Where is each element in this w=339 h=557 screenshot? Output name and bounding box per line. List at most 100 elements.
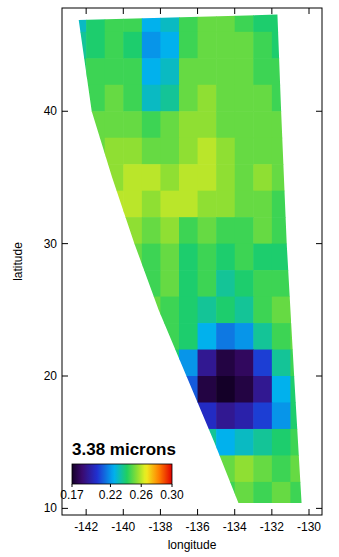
cell — [198, 429, 217, 456]
cell — [160, 191, 179, 218]
cell — [86, 85, 105, 112]
x-tick — [123, 509, 124, 515]
colorbar-tick-label: 0.26 — [130, 488, 154, 502]
cell — [216, 455, 235, 482]
cell — [198, 244, 217, 271]
cell — [235, 191, 254, 218]
cell — [179, 244, 198, 271]
cell — [160, 217, 179, 244]
cell — [272, 111, 291, 138]
cell — [142, 270, 161, 297]
cell — [179, 138, 198, 165]
cell — [142, 8, 161, 32]
cell — [272, 8, 291, 32]
y-tick-label: 40 — [44, 104, 58, 118]
cell — [290, 376, 309, 403]
cell — [179, 191, 198, 218]
cell — [105, 32, 124, 59]
cell — [216, 270, 235, 297]
cell — [123, 191, 142, 218]
cell — [235, 85, 254, 112]
cell — [253, 455, 272, 482]
colorbar — [72, 464, 172, 484]
cell — [253, 244, 272, 271]
cell — [216, 58, 235, 85]
cell — [68, 32, 87, 59]
cell — [235, 217, 254, 244]
cell — [123, 111, 142, 138]
cell — [216, 111, 235, 138]
x-tick — [234, 509, 235, 515]
x-tick-label: -142 — [74, 520, 98, 534]
cell — [235, 429, 254, 456]
cell — [198, 138, 217, 165]
cell — [142, 217, 161, 244]
cell — [253, 164, 272, 191]
colorbar-tick — [172, 484, 173, 487]
chart: -142-140-138-136-134-132-13010203040long… — [0, 0, 339, 557]
cell — [272, 138, 291, 165]
cell — [235, 58, 254, 85]
cell — [198, 85, 217, 112]
cell — [198, 32, 217, 59]
y-tick — [62, 243, 68, 244]
cell — [198, 350, 217, 377]
cell — [290, 350, 309, 377]
cell — [290, 323, 309, 350]
cell — [272, 58, 291, 85]
cell — [142, 111, 161, 138]
cell — [179, 376, 198, 403]
x-tick — [160, 8, 161, 14]
cell — [179, 164, 198, 191]
cell — [160, 138, 179, 165]
cell — [235, 482, 254, 509]
cell — [105, 8, 124, 32]
cell — [216, 350, 235, 377]
cell — [123, 138, 142, 165]
cell — [253, 482, 272, 509]
cell — [105, 58, 124, 85]
cell — [198, 376, 217, 403]
x-tick — [271, 509, 272, 515]
cell — [216, 244, 235, 271]
cell — [123, 164, 142, 191]
cell — [216, 297, 235, 324]
cell — [160, 270, 179, 297]
cell — [179, 270, 198, 297]
cell — [235, 323, 254, 350]
cell — [179, 297, 198, 324]
cell — [105, 111, 124, 138]
cell — [179, 350, 198, 377]
cell — [253, 429, 272, 456]
cell — [235, 244, 254, 271]
cell — [142, 138, 161, 165]
cell — [105, 138, 124, 165]
cell — [235, 376, 254, 403]
cell — [290, 455, 309, 482]
cell — [216, 32, 235, 59]
cell — [198, 402, 217, 429]
cell — [198, 58, 217, 85]
cell — [216, 85, 235, 112]
x-tick — [160, 509, 161, 515]
cell — [123, 8, 142, 32]
x-tick — [197, 509, 198, 515]
cell — [253, 85, 272, 112]
cell — [198, 164, 217, 191]
y-tick — [316, 376, 322, 377]
cell — [272, 270, 291, 297]
cell — [86, 111, 105, 138]
x-tick-label: -130 — [297, 520, 321, 534]
cell — [216, 482, 235, 509]
cell — [123, 32, 142, 59]
cell — [142, 297, 161, 324]
cell — [216, 402, 235, 429]
cell — [68, 58, 87, 85]
cell — [105, 85, 124, 112]
cell — [253, 376, 272, 403]
cell — [86, 138, 105, 165]
cell — [272, 164, 291, 191]
cell — [179, 32, 198, 59]
cell — [216, 8, 235, 32]
cell — [235, 270, 254, 297]
